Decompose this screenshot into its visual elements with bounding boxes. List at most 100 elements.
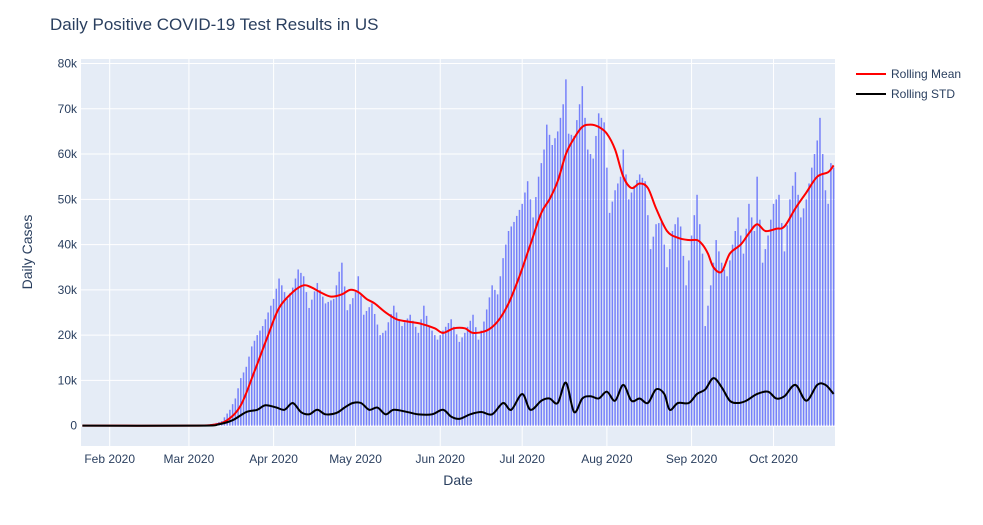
x-tick-label: Aug 2020 <box>581 452 633 466</box>
bar <box>671 231 674 426</box>
bar <box>494 289 496 426</box>
bar <box>256 335 258 426</box>
bar <box>674 224 676 426</box>
y-tick-label: 30k <box>58 283 78 297</box>
bar <box>253 340 256 426</box>
bar <box>237 388 239 426</box>
bar <box>278 278 280 426</box>
y-tick-label: 50k <box>58 192 78 206</box>
bar <box>368 307 370 426</box>
x-tick-label: Oct 2020 <box>749 452 798 466</box>
bar <box>382 332 384 426</box>
bar <box>764 249 767 426</box>
bar <box>832 167 835 426</box>
bar <box>619 176 622 426</box>
bar <box>630 192 633 426</box>
bar <box>581 86 584 426</box>
bar <box>797 194 799 426</box>
bar <box>439 335 441 426</box>
bar <box>789 199 791 426</box>
bar <box>726 276 728 426</box>
legend-item-rolling-std[interactable]: Rolling STD <box>856 87 955 101</box>
bar <box>688 260 690 426</box>
bar <box>425 315 428 426</box>
bar <box>731 244 734 426</box>
bar <box>387 322 390 426</box>
bar <box>371 303 373 426</box>
bar <box>466 326 469 426</box>
bar <box>802 208 805 426</box>
bar <box>813 154 816 426</box>
y-tick-label: 20k <box>58 328 78 342</box>
bar <box>535 197 537 426</box>
bar <box>617 183 619 426</box>
bar <box>250 346 253 426</box>
bar <box>363 314 365 426</box>
bar <box>660 221 663 426</box>
bar <box>658 223 660 426</box>
bar <box>679 226 682 426</box>
bar <box>682 255 685 426</box>
bar <box>444 326 447 426</box>
bar <box>734 231 737 426</box>
bar <box>595 135 597 426</box>
bar <box>786 225 788 426</box>
bar <box>305 292 308 426</box>
bar <box>330 300 332 426</box>
bar <box>300 272 302 426</box>
bar <box>505 244 507 426</box>
bar <box>821 154 824 426</box>
bar <box>403 322 406 426</box>
bar <box>513 221 515 426</box>
x-tick-label: Apr 2020 <box>249 452 298 466</box>
bar <box>783 251 786 426</box>
bar <box>526 181 529 426</box>
bar <box>472 314 474 426</box>
bar <box>376 324 379 426</box>
bar <box>322 296 324 426</box>
bar <box>652 236 655 426</box>
bar <box>699 224 701 426</box>
bar <box>565 79 567 426</box>
bar <box>327 301 329 426</box>
bar <box>521 203 523 426</box>
bar <box>417 332 420 426</box>
bar <box>551 145 553 426</box>
bar <box>745 228 747 426</box>
bar <box>780 223 783 426</box>
bar <box>824 190 827 426</box>
x-tick-label: Jun 2020 <box>416 452 466 466</box>
bar <box>502 258 504 426</box>
bar <box>447 323 450 426</box>
bar <box>723 269 726 426</box>
bar <box>707 305 709 426</box>
bar <box>406 318 409 426</box>
legend-item-rolling-mean[interactable]: Rolling Mean <box>856 67 961 81</box>
y-tick-label: 70k <box>58 102 78 116</box>
bar <box>524 192 526 426</box>
bar <box>475 327 477 426</box>
bar <box>753 231 756 426</box>
bar <box>606 167 608 426</box>
bar <box>811 167 813 426</box>
bar <box>297 269 299 426</box>
bar <box>477 339 480 426</box>
bar <box>423 305 425 426</box>
bar <box>540 163 543 426</box>
bar <box>655 224 657 426</box>
bar <box>589 154 592 426</box>
y-tick-label: 10k <box>58 373 78 387</box>
bar <box>794 172 797 426</box>
x-tick-label: Jul 2020 <box>500 452 546 466</box>
bar <box>770 219 772 426</box>
y-tick-label: 40k <box>58 238 78 252</box>
bar <box>398 319 401 426</box>
bar <box>272 298 275 426</box>
bar <box>286 298 289 426</box>
bar <box>442 330 444 426</box>
bar <box>436 339 439 426</box>
bar <box>543 149 545 426</box>
bar <box>554 138 556 426</box>
bar <box>515 215 518 426</box>
bar <box>729 260 731 426</box>
